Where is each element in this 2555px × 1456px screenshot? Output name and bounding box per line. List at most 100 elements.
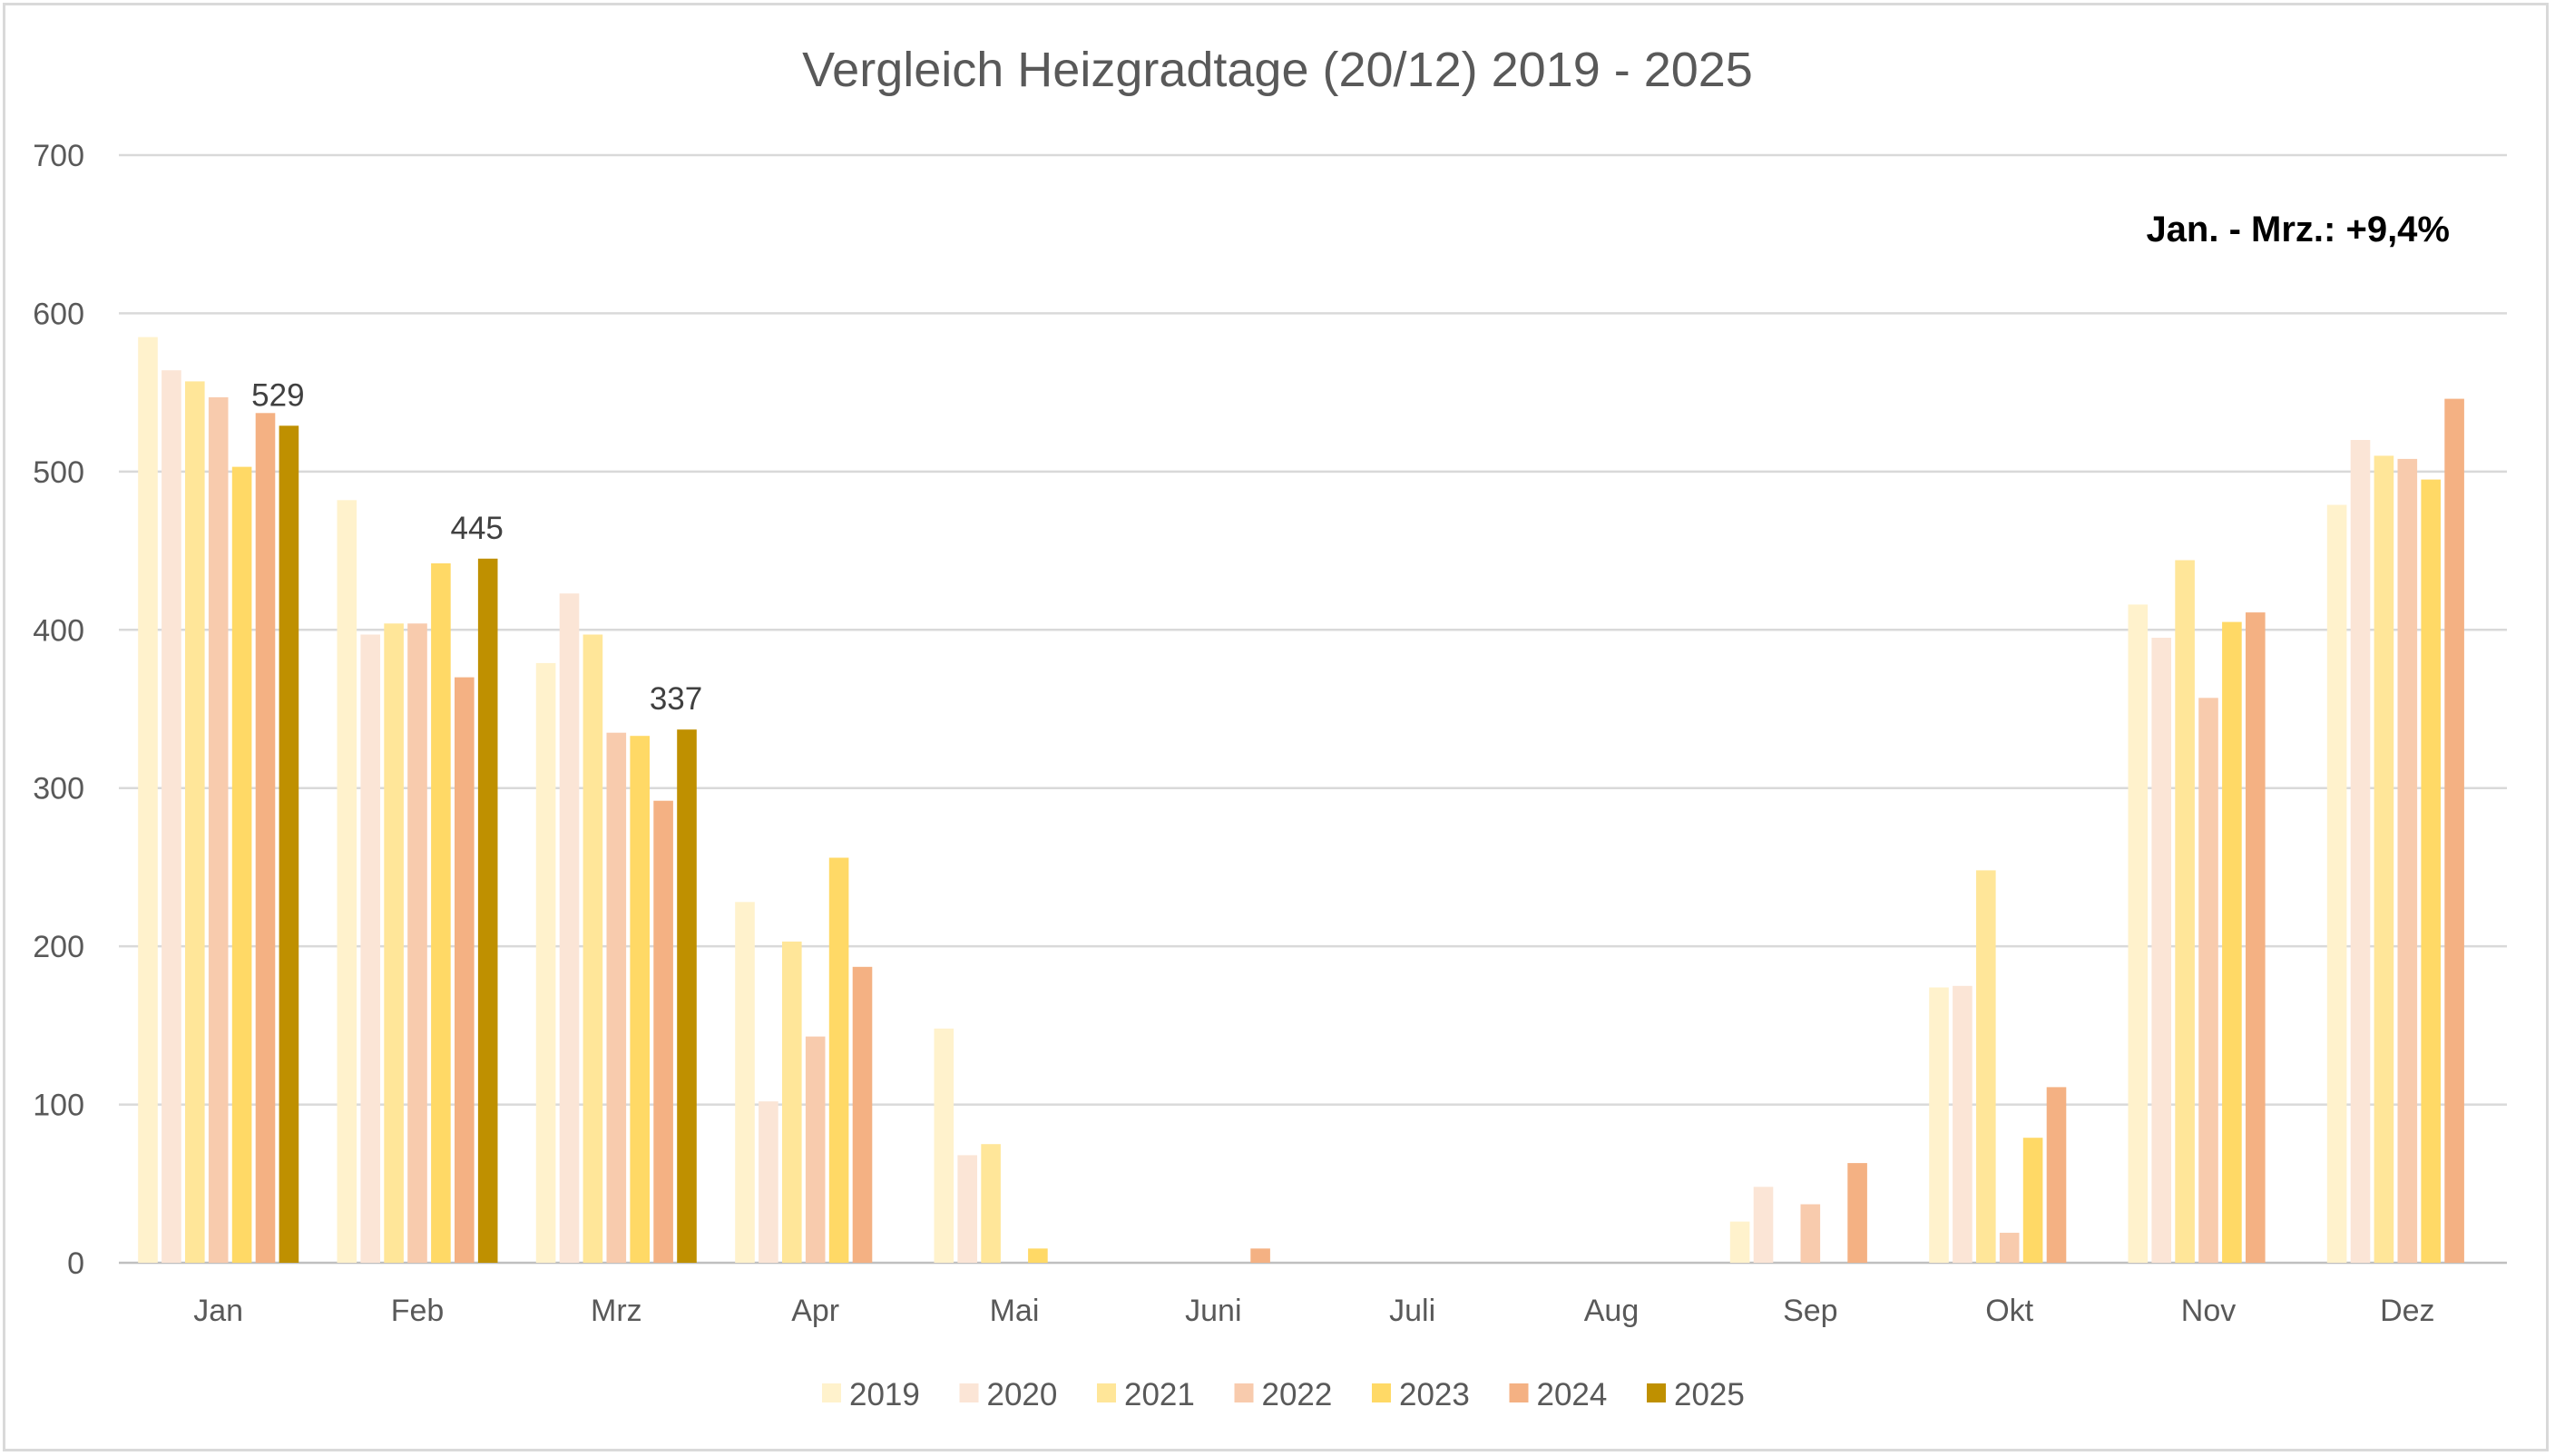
bar-2022-Dez: [2397, 458, 2418, 1263]
bar-2020-Feb: [360, 634, 380, 1263]
bar-2023-Nov: [2222, 621, 2242, 1263]
x-tick-label: Sep: [1783, 1294, 1838, 1328]
bar-2022-Feb: [407, 623, 427, 1263]
y-tick-label: 400: [33, 613, 84, 648]
bar-2024-Nov: [2246, 612, 2266, 1263]
bar-2023-Okt: [2022, 1138, 2043, 1263]
legend-swatch-2024: [1509, 1383, 1529, 1402]
y-axis-ticks: 0 100 200 300 400 500 600 700: [33, 139, 84, 1281]
bar-2019-Okt: [1929, 987, 1949, 1263]
legend-label-2024: 2024: [1537, 1377, 1608, 1412]
x-tick-label: Nov: [2181, 1294, 2236, 1328]
bar-2023-Mrz: [630, 736, 650, 1263]
y-tick-label: 0: [67, 1246, 84, 1281]
bar-2019-Mai: [934, 1028, 954, 1263]
bar-2020-Nov: [2151, 638, 2171, 1263]
bar-2024-Feb: [455, 677, 475, 1263]
bar-2019-Nov: [2128, 604, 2149, 1263]
bar-2020-Jan: [162, 370, 181, 1263]
bar-2022-Nov: [2198, 698, 2218, 1263]
legend-label-2022: 2022: [1262, 1377, 1333, 1412]
bar-2021-Apr: [782, 941, 802, 1263]
y-tick-label: 700: [33, 139, 84, 173]
y-tick-label: 200: [33, 930, 84, 964]
bar-2023-Apr: [828, 857, 849, 1263]
legend-label-2025: 2025: [1674, 1377, 1745, 1412]
legend-swatch-2019: [822, 1383, 841, 1402]
x-tick-label: Dez: [2380, 1294, 2434, 1328]
bar-2021-Feb: [384, 623, 404, 1263]
bar-2023-Mai: [1028, 1248, 1048, 1263]
chart-annotation: Jan. - Mrz.: +9,4%: [2146, 210, 2450, 249]
bar-2024-Mrz: [653, 800, 673, 1263]
legend-label-2020: 2020: [987, 1377, 1058, 1412]
bar-2024-Sep: [1847, 1163, 1867, 1263]
bar-2020-Sep: [1753, 1187, 1774, 1263]
legend-swatch-2023: [1372, 1383, 1391, 1402]
data-label: 529: [251, 377, 304, 413]
bar-2021-Dez: [2374, 455, 2394, 1263]
bar-2021-Mrz: [582, 634, 603, 1263]
bar-2023-Dez: [2421, 479, 2441, 1263]
legend-swatch-2022: [1234, 1383, 1254, 1402]
legend: 2019 2020 2021 2022 2023 2024 2025: [822, 1377, 1745, 1412]
data-labels: 529 445 337: [251, 377, 702, 717]
bar-2025-Mrz: [677, 729, 697, 1263]
bar-2024-Jan: [255, 413, 276, 1263]
legend-swatch-2025: [1647, 1383, 1666, 1402]
bar-2021-Mai: [981, 1144, 1001, 1263]
legend-swatch-2021: [1097, 1383, 1116, 1402]
bars: [138, 337, 2464, 1264]
chart-title: Vergleich Heizgradtage (20/12) 2019 - 20…: [802, 43, 1753, 97]
bar-2019-Jan: [138, 337, 158, 1264]
bar-2020-Mrz: [559, 593, 580, 1263]
bar-2020-Mai: [957, 1155, 977, 1263]
bar-2022-Mrz: [606, 732, 627, 1263]
bar-2019-Sep: [1729, 1221, 1750, 1263]
x-tick-label: Feb: [391, 1294, 445, 1328]
data-label: 337: [650, 681, 702, 717]
legend-label-2021: 2021: [1124, 1377, 1195, 1412]
bar-2021-Jan: [185, 381, 205, 1263]
bar-2019-Apr: [735, 902, 755, 1263]
x-axis-ticks: Jan Feb Mrz Apr Mai Juni Juli Aug Sep Okt Nov Dez: [193, 1294, 2434, 1328]
bar-2022-Jan: [208, 396, 229, 1263]
bar-2024-Apr: [852, 966, 873, 1263]
x-tick-label: Mai: [990, 1294, 1040, 1328]
bar-2019-Mrz: [535, 662, 556, 1263]
y-tick-label: 600: [33, 297, 84, 331]
bar-2020-Apr: [759, 1101, 778, 1263]
bar-2020-Okt: [1953, 985, 1973, 1264]
bar-2023-Feb: [431, 563, 451, 1263]
bar-2023-Jan: [231, 466, 252, 1263]
x-tick-label: Jan: [193, 1294, 243, 1328]
bar-2022-Apr: [805, 1036, 826, 1263]
legend-swatch-2020: [959, 1383, 979, 1402]
bar-2020-Dez: [2350, 440, 2371, 1263]
bar-2024-Juni: [1250, 1248, 1270, 1263]
bar-2021-Okt: [1976, 870, 1996, 1263]
bar-2025-Feb: [477, 558, 498, 1263]
gridlines: [119, 153, 2507, 1265]
data-label: 445: [450, 511, 503, 546]
bar-2024-Dez: [2444, 398, 2464, 1264]
y-tick-label: 500: [33, 455, 84, 490]
bar-2024-Okt: [2046, 1087, 2067, 1263]
bar-2022-Okt: [1999, 1232, 2020, 1263]
x-tick-label: Aug: [1584, 1294, 1640, 1328]
x-tick-label: Juli: [1389, 1294, 1435, 1328]
bar-2019-Feb: [337, 500, 357, 1263]
y-tick-label: 300: [33, 772, 84, 806]
x-tick-label: Okt: [1985, 1294, 2033, 1328]
bar-2025-Jan: [279, 425, 299, 1263]
bar-2021-Nov: [2175, 560, 2195, 1263]
bar-2019-Dez: [2326, 504, 2347, 1263]
legend-label-2023: 2023: [1399, 1377, 1470, 1412]
legend-label-2019: 2019: [849, 1377, 920, 1412]
x-tick-label: Juni: [1185, 1294, 1241, 1328]
x-tick-label: Apr: [791, 1294, 839, 1328]
y-tick-label: 100: [33, 1089, 84, 1123]
x-tick-label: Mrz: [591, 1294, 642, 1328]
bar-2022-Sep: [1800, 1204, 1821, 1263]
